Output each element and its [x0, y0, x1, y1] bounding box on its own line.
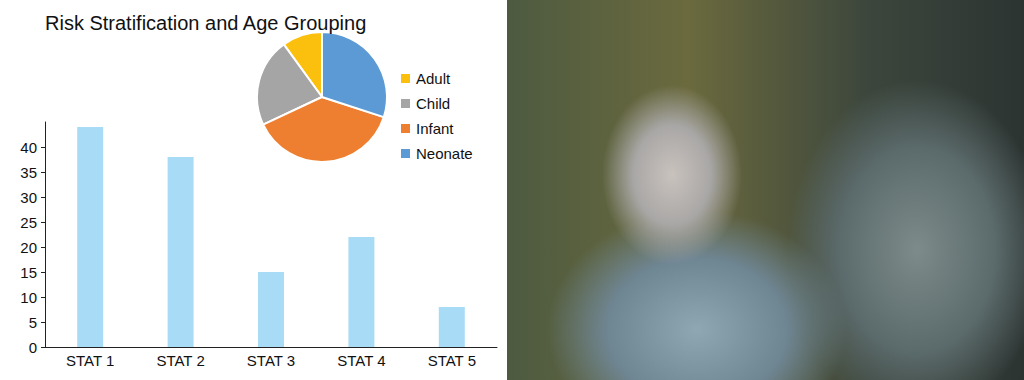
svg-text:STAT 4: STAT 4 — [337, 352, 385, 369]
svg-text:Infant: Infant — [416, 120, 454, 137]
svg-text:30: 30 — [20, 189, 37, 206]
svg-text:40: 40 — [20, 139, 37, 156]
svg-text:Child: Child — [416, 95, 450, 112]
svg-text:5: 5 — [29, 314, 37, 331]
svg-text:Adult: Adult — [416, 70, 451, 87]
svg-text:Risk Stratification and Age Gr: Risk Stratification and Age Grouping — [45, 12, 366, 34]
svg-text:0: 0 — [29, 339, 37, 356]
svg-text:10: 10 — [20, 289, 37, 306]
svg-text:STAT 1: STAT 1 — [66, 352, 114, 369]
svg-text:20: 20 — [20, 239, 37, 256]
svg-text:Neonate: Neonate — [416, 145, 473, 162]
svg-text:STAT 2: STAT 2 — [156, 352, 204, 369]
svg-text:35: 35 — [20, 164, 37, 181]
svg-text:STAT 5: STAT 5 — [428, 352, 476, 369]
svg-text:25: 25 — [20, 214, 37, 231]
svg-text:STAT 3: STAT 3 — [247, 352, 295, 369]
svg-text:15: 15 — [20, 264, 37, 281]
